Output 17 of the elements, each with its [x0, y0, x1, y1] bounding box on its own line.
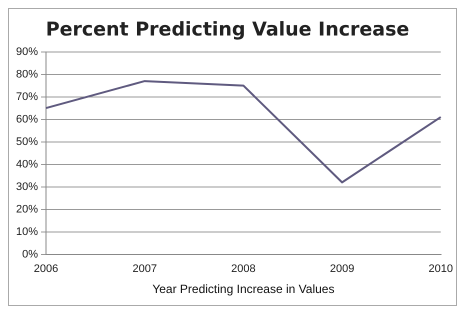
x-axis-title: Year Predicting Increase in Values — [152, 282, 334, 296]
x-tick-label: 2009 — [330, 263, 354, 276]
y-tick-label: 60% — [16, 113, 38, 126]
y-tick-label: 20% — [16, 203, 38, 216]
y-tick-label: 40% — [16, 158, 38, 170]
y-tick-label: 80% — [16, 68, 38, 80]
x-tick-label: 2008 — [231, 263, 256, 276]
y-tick-label: 90% — [16, 46, 38, 58]
x-tick-label: 2006 — [34, 263, 58, 276]
y-tick-label: 0% — [22, 248, 38, 260]
y-tick-label: 30% — [16, 180, 38, 193]
y-tick-label: 10% — [16, 226, 38, 238]
x-tick-label: 2010 — [428, 263, 454, 276]
y-tick-label: 50% — [16, 136, 38, 148]
y-tick-label: 70% — [16, 90, 38, 103]
chart-title: Percent Predicting Value Increase — [46, 18, 410, 40]
x-tick-label: 2007 — [132, 263, 157, 276]
